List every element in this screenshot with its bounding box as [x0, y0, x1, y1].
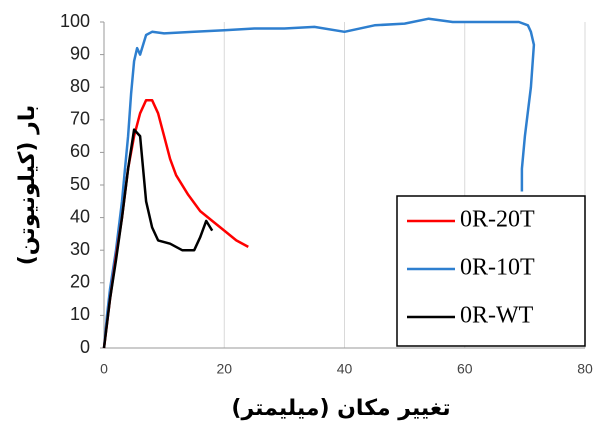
y-tick-label: 30 [70, 239, 90, 259]
legend: 0R-20T 0R-10T 0R-WT [396, 195, 586, 347]
y-tick-label: 70 [70, 109, 90, 129]
y-tick-label: 90 [70, 43, 90, 63]
y-tick-label: 20 [70, 272, 90, 292]
y-tick-label: 60 [70, 141, 90, 161]
y-tick-label: 40 [70, 206, 90, 226]
x-tick-label: 0 [100, 361, 108, 377]
legend-label: 0R-10T [460, 255, 535, 281]
legend-label: 0R-WT [460, 303, 534, 329]
y-tick-label: 0 [80, 337, 90, 357]
x-tick-label: 20 [216, 361, 232, 377]
legend-box [396, 195, 586, 347]
y-tick-label: 80 [70, 76, 90, 96]
y-tick-label: 50 [70, 174, 90, 194]
y-axis-title: بار (کیلونیوتن) [15, 105, 40, 266]
legend-label: 0R-20T [460, 207, 535, 233]
y-tick-label: 10 [70, 304, 90, 324]
y-tick-label: 100 [60, 11, 90, 31]
series-line [102, 17, 536, 349]
x-tick-label: 40 [337, 361, 353, 377]
x-tick-label: 80 [577, 361, 593, 377]
x-tick-label: 60 [457, 361, 473, 377]
series-line [102, 128, 214, 349]
x-axis-title: تغییر مکان (میلیمتر) [231, 396, 450, 421]
series-line [102, 98, 249, 349]
